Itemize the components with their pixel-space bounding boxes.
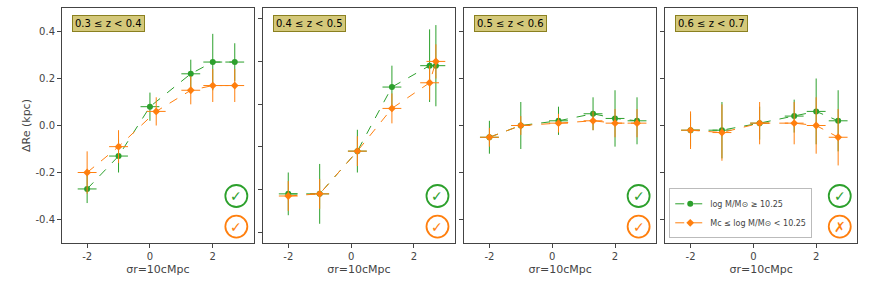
svg-text:2: 2 xyxy=(612,251,618,262)
svg-text:✓: ✓ xyxy=(633,219,645,235)
svg-text:0.6 ≤ z < 0.7: 0.6 ≤ z < 0.7 xyxy=(678,18,745,29)
svg-text:0.0: 0.0 xyxy=(39,120,55,131)
svg-text:✓: ✓ xyxy=(431,188,443,204)
svg-text:-0.2: -0.2 xyxy=(35,167,55,178)
svg-text:2: 2 xyxy=(411,251,417,262)
svg-text:-2: -2 xyxy=(82,251,92,262)
svg-text:-2: -2 xyxy=(484,251,494,262)
svg-text:✓: ✓ xyxy=(431,219,443,235)
svg-text:ΔRe (kpc): ΔRe (kpc) xyxy=(20,99,33,152)
svg-text:0: 0 xyxy=(348,251,354,262)
svg-text:-0.4: -0.4 xyxy=(35,214,55,225)
svg-text:0: 0 xyxy=(549,251,555,262)
svg-text:✓: ✓ xyxy=(834,188,846,204)
svg-text:0: 0 xyxy=(750,251,756,262)
svg-text:2: 2 xyxy=(210,251,216,262)
svg-text:0.2: 0.2 xyxy=(39,73,55,84)
svg-text:✗: ✗ xyxy=(834,219,846,235)
svg-text:Mc ≤ log M/M⊙ < 10.25: Mc ≤ log M/M⊙ < 10.25 xyxy=(710,219,806,228)
svg-text:σr=10cMpc: σr=10cMpc xyxy=(126,263,189,276)
svg-text:2: 2 xyxy=(813,251,819,262)
svg-text:✓: ✓ xyxy=(230,188,242,204)
svg-text:✓: ✓ xyxy=(633,188,645,204)
svg-text:log M/M⊙ ≥ 10.25: log M/M⊙ ≥ 10.25 xyxy=(710,200,783,209)
svg-text:0.4 ≤ z < 0.5: 0.4 ≤ z < 0.5 xyxy=(276,18,343,29)
svg-text:0.5 ≤ z < 0.6: 0.5 ≤ z < 0.6 xyxy=(477,18,544,29)
svg-text:σr=10cMpc: σr=10cMpc xyxy=(327,263,390,276)
svg-text:0.4: 0.4 xyxy=(39,26,55,37)
svg-text:-2: -2 xyxy=(283,251,293,262)
svg-text:σr=10cMpc: σr=10cMpc xyxy=(528,263,591,276)
svg-text:σr=10cMpc: σr=10cMpc xyxy=(730,263,793,276)
svg-text:0: 0 xyxy=(147,251,153,262)
svg-text:✓: ✓ xyxy=(230,219,242,235)
svg-text:-2: -2 xyxy=(686,251,696,262)
svg-text:0.3 ≤ z < 0.4: 0.3 ≤ z < 0.4 xyxy=(75,18,142,29)
